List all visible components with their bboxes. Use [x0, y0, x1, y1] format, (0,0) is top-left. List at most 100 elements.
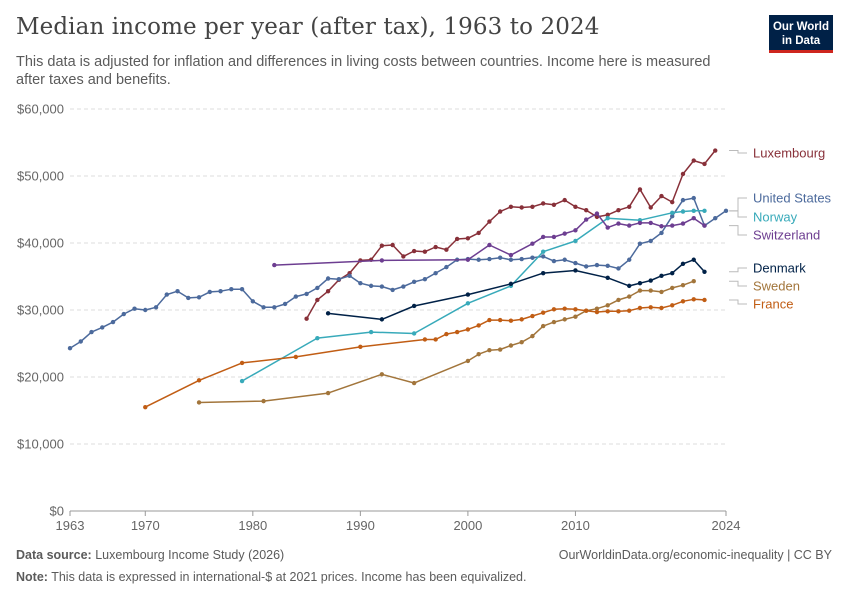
- data-point-united-states[interactable]: [508, 257, 514, 262]
- data-point-france[interactable]: [670, 303, 675, 308]
- data-point-luxembourg[interactable]: [465, 236, 471, 241]
- data-point-united-states[interactable]: [347, 273, 352, 279]
- data-point-norway[interactable]: [573, 238, 578, 244]
- data-point-sweden[interactable]: [637, 288, 643, 293]
- data-point-united-states[interactable]: [218, 289, 223, 294]
- source-text[interactable]: Luxembourg Income Study (2026): [95, 548, 285, 562]
- data-point-france[interactable]: [293, 354, 299, 360]
- data-point-denmark[interactable]: [691, 257, 696, 262]
- data-point-luxembourg[interactable]: [540, 201, 546, 206]
- data-point-switzerland[interactable]: [648, 220, 653, 226]
- data-point-denmark[interactable]: [648, 278, 653, 283]
- data-point-denmark[interactable]: [670, 270, 675, 276]
- data-point-france[interactable]: [659, 305, 664, 311]
- data-point-united-states[interactable]: [583, 264, 589, 269]
- data-point-switzerland[interactable]: [562, 231, 567, 236]
- series-line-united-states[interactable]: [69, 197, 727, 349]
- data-point-denmark[interactable]: [680, 261, 686, 266]
- data-point-united-states[interactable]: [261, 305, 266, 310]
- data-point-sweden[interactable]: [519, 339, 524, 345]
- data-point-united-states[interactable]: [594, 262, 600, 268]
- data-point-united-states[interactable]: [336, 276, 342, 282]
- data-point-united-states[interactable]: [713, 216, 718, 221]
- data-point-united-states[interactable]: [196, 295, 202, 300]
- data-point-switzerland[interactable]: [530, 241, 535, 246]
- data-point-united-states[interactable]: [422, 276, 428, 282]
- data-point-luxembourg[interactable]: [530, 204, 535, 210]
- data-point-denmark[interactable]: [573, 268, 578, 273]
- data-point-france[interactable]: [422, 337, 428, 342]
- data-point-united-states[interactable]: [476, 257, 481, 262]
- data-point-denmark[interactable]: [659, 273, 664, 279]
- data-point-united-states[interactable]: [153, 305, 159, 310]
- data-point-sweden[interactable]: [196, 400, 202, 405]
- data-point-switzerland[interactable]: [540, 234, 546, 240]
- data-point-france[interactable]: [702, 297, 707, 303]
- legend-label-switzerland[interactable]: Switzerland: [753, 228, 820, 243]
- data-point-luxembourg[interactable]: [627, 204, 632, 210]
- data-point-united-states[interactable]: [670, 214, 675, 219]
- data-point-united-states[interactable]: [304, 291, 309, 297]
- data-point-france[interactable]: [605, 309, 610, 314]
- data-point-norway[interactable]: [368, 329, 374, 335]
- data-point-sweden[interactable]: [573, 314, 578, 319]
- data-point-luxembourg[interactable]: [562, 197, 567, 203]
- data-point-luxembourg[interactable]: [583, 207, 589, 213]
- data-point-sweden[interactable]: [325, 390, 331, 396]
- data-point-luxembourg[interactable]: [390, 242, 395, 248]
- data-point-switzerland[interactable]: [637, 220, 643, 226]
- data-point-sweden[interactable]: [659, 289, 664, 295]
- data-point-norway[interactable]: [702, 208, 707, 214]
- data-point-sweden[interactable]: [648, 288, 653, 293]
- data-point-united-states[interactable]: [497, 255, 503, 260]
- data-point-luxembourg[interactable]: [304, 316, 309, 321]
- data-point-france[interactable]: [627, 308, 632, 313]
- data-point-luxembourg[interactable]: [454, 236, 460, 242]
- data-point-united-states[interactable]: [530, 255, 535, 260]
- data-point-sweden[interactable]: [691, 278, 696, 284]
- data-point-united-states[interactable]: [325, 276, 331, 281]
- data-point-switzerland[interactable]: [379, 258, 385, 263]
- data-point-united-states[interactable]: [121, 311, 126, 317]
- data-point-norway[interactable]: [670, 210, 675, 216]
- data-point-denmark[interactable]: [605, 275, 610, 281]
- data-point-luxembourg[interactable]: [497, 209, 503, 214]
- data-point-sweden[interactable]: [670, 285, 675, 291]
- data-point-france[interactable]: [444, 331, 449, 337]
- data-point-france[interactable]: [487, 317, 492, 323]
- data-point-france[interactable]: [454, 329, 460, 335]
- data-point-united-states[interactable]: [573, 260, 578, 266]
- data-point-denmark[interactable]: [465, 292, 471, 297]
- legend-label-united-states[interactable]: United States: [753, 191, 832, 206]
- data-point-denmark[interactable]: [379, 317, 385, 322]
- data-point-united-states[interactable]: [110, 319, 116, 325]
- data-point-united-states[interactable]: [368, 283, 374, 289]
- data-point-sweden[interactable]: [411, 380, 417, 386]
- data-point-united-states[interactable]: [648, 238, 653, 244]
- data-point-france[interactable]: [530, 313, 535, 319]
- data-point-luxembourg[interactable]: [691, 158, 696, 163]
- data-point-united-states[interactable]: [164, 292, 169, 297]
- data-point-france[interactable]: [358, 344, 363, 350]
- data-point-sweden[interactable]: [594, 306, 600, 311]
- data-point-france[interactable]: [680, 299, 686, 304]
- data-point-sweden[interactable]: [476, 352, 481, 357]
- data-point-sweden[interactable]: [605, 303, 610, 308]
- data-point-united-states[interactable]: [562, 257, 567, 262]
- data-point-luxembourg[interactable]: [637, 187, 643, 192]
- data-point-france[interactable]: [691, 297, 696, 302]
- data-point-sweden[interactable]: [627, 294, 632, 299]
- data-point-united-states[interactable]: [132, 306, 137, 311]
- data-point-norway[interactable]: [411, 331, 417, 336]
- legend-label-denmark[interactable]: Denmark: [753, 261, 806, 276]
- data-point-norway[interactable]: [691, 208, 696, 214]
- data-point-denmark[interactable]: [702, 269, 707, 275]
- data-point-norway[interactable]: [605, 216, 610, 221]
- data-point-luxembourg[interactable]: [551, 202, 557, 208]
- data-point-france[interactable]: [196, 378, 202, 383]
- data-point-france[interactable]: [519, 317, 524, 322]
- data-point-luxembourg[interactable]: [702, 161, 707, 167]
- data-point-france[interactable]: [637, 305, 643, 311]
- data-point-sweden[interactable]: [562, 317, 567, 322]
- legend-label-france[interactable]: France: [753, 297, 793, 312]
